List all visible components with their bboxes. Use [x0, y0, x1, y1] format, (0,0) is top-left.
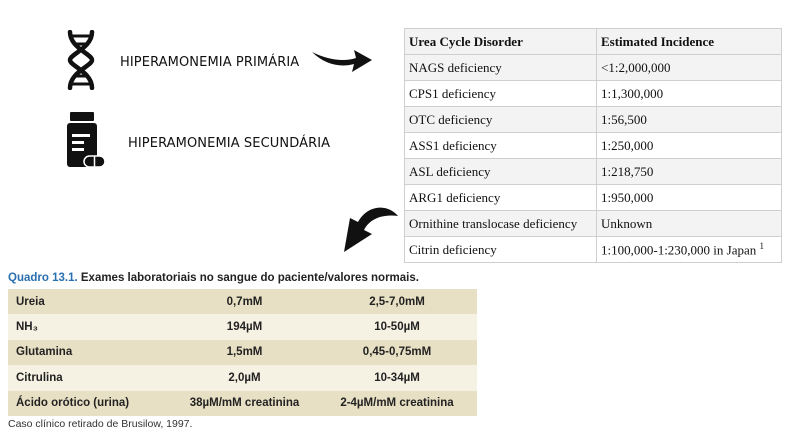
incidence-cell: 1:1,300,000 — [596, 80, 782, 107]
incidence-cell: 1:56,500 — [596, 106, 782, 133]
table-row: Citrin deficiency 1:100,000-1:230,000 in… — [404, 236, 782, 263]
exam-name-cell: Citrulina — [8, 365, 172, 391]
exam-name-cell: Glutamina — [8, 339, 172, 366]
incidence-cell: Unknown — [596, 210, 782, 237]
disorder-cell: ARG1 deficiency — [404, 184, 597, 211]
column-header: Estimated Incidence — [596, 28, 782, 55]
quadro-number: Quadro 13.1. — [8, 272, 78, 284]
primary-hyperammonemia-row: HIPERAMONEMIA PRIMÁRIA — [66, 29, 300, 95]
table-row: Glutamina 1,5mM 0,45-0,75mM — [8, 339, 477, 366]
quadro-title-text: Exames laboratoriais no sangue do pacien… — [80, 272, 419, 284]
normal-range-cell: 10-34µM — [317, 365, 477, 391]
incidence-cell: 1:250,000 — [596, 132, 782, 159]
curved-arrow-down-left-icon — [338, 204, 400, 261]
incidence-cell: <1:2,000,000 — [596, 54, 782, 81]
table-row: ASS1 deficiency 1:250,000 — [404, 132, 782, 159]
disorder-cell: ASS1 deficiency — [404, 132, 597, 159]
normal-range-cell: 0,45-0,75mM — [317, 339, 477, 366]
patient-value-cell: 194µM — [172, 314, 317, 340]
patient-value-cell: 2,0µM — [172, 365, 317, 391]
arrow-right-icon — [310, 40, 374, 79]
incidence-cell: 1:218,750 — [596, 158, 782, 185]
incidence-cell: 1:950,000 — [596, 184, 782, 211]
normal-range-cell: 2-4µM/mM creatinina — [317, 390, 477, 416]
table-row: OTC deficiency 1:56,500 — [404, 106, 782, 133]
disorder-cell: ASL deficiency — [404, 158, 597, 185]
disorder-cell: Citrin deficiency — [404, 236, 597, 263]
disorder-cell: Ornithine translocase deficiency — [404, 210, 597, 237]
primary-hyperammonemia-label: HIPERAMONEMIA PRIMÁRIA — [120, 55, 300, 70]
medicine-bottle-icon — [66, 112, 106, 175]
patient-value-cell: 38µM/mM creatinina — [172, 390, 317, 416]
quadro-title: Quadro 13.1. Exames laboratoriais no san… — [8, 272, 419, 284]
table-row: ASL deficiency 1:218,750 — [404, 158, 782, 185]
lab-results-table: Ureia 0,7mM 2,5-7,0mM NH₃ 194µM 10-50µM … — [8, 289, 477, 416]
disorder-cell: NAGS deficiency — [404, 54, 597, 81]
source-caption: Caso clínico retirado de Brusilow, 1997. — [8, 418, 193, 430]
incidence-cell: 1:100,000-1:230,000 in Japan 1 — [596, 236, 782, 263]
exam-name-cell: Ácido orótico (urina) — [8, 390, 172, 416]
dna-icon — [66, 29, 96, 95]
secondary-hyperammonemia-row: HIPERAMONEMIA SECUNDÁRIA — [66, 112, 330, 175]
patient-value-cell: 1,5mM — [172, 339, 317, 366]
exam-name-cell: NH₃ — [8, 314, 172, 340]
disorder-cell: OTC deficiency — [404, 106, 597, 133]
table-row: ARG1 deficiency 1:950,000 — [404, 184, 782, 211]
incidence-value: 1:100,000-1:230,000 in Japan — [601, 242, 757, 258]
table-row: Ácido orótico (urina) 38µM/mM creatinina… — [8, 390, 477, 416]
table-row: CPS1 deficiency 1:1,300,000 — [404, 80, 782, 107]
disorder-cell: CPS1 deficiency — [404, 80, 597, 107]
secondary-hyperammonemia-label: HIPERAMONEMIA SECUNDÁRIA — [128, 136, 331, 151]
table-row: Ornithine translocase deficiency Unknown — [404, 210, 782, 237]
patient-value-cell: 0,7mM — [172, 289, 317, 315]
column-header: Urea Cycle Disorder — [404, 28, 597, 55]
table-row: Citrulina 2,0µM 10-34µM — [8, 365, 477, 391]
table-row: NH₃ 194µM 10-50µM — [8, 314, 477, 340]
exam-name-cell: Ureia — [8, 289, 172, 315]
normal-range-cell: 2,5-7,0mM — [317, 289, 477, 315]
footnote-marker: 1 — [759, 240, 765, 251]
table-row: Ureia 0,7mM 2,5-7,0mM — [8, 289, 477, 315]
normal-range-cell: 10-50µM — [317, 314, 477, 340]
urea-cycle-incidence-table: Urea Cycle Disorder Estimated Incidence … — [404, 28, 782, 263]
table-row: NAGS deficiency <1:2,000,000 — [404, 54, 782, 81]
table-header-row: Urea Cycle Disorder Estimated Incidence — [404, 28, 782, 55]
